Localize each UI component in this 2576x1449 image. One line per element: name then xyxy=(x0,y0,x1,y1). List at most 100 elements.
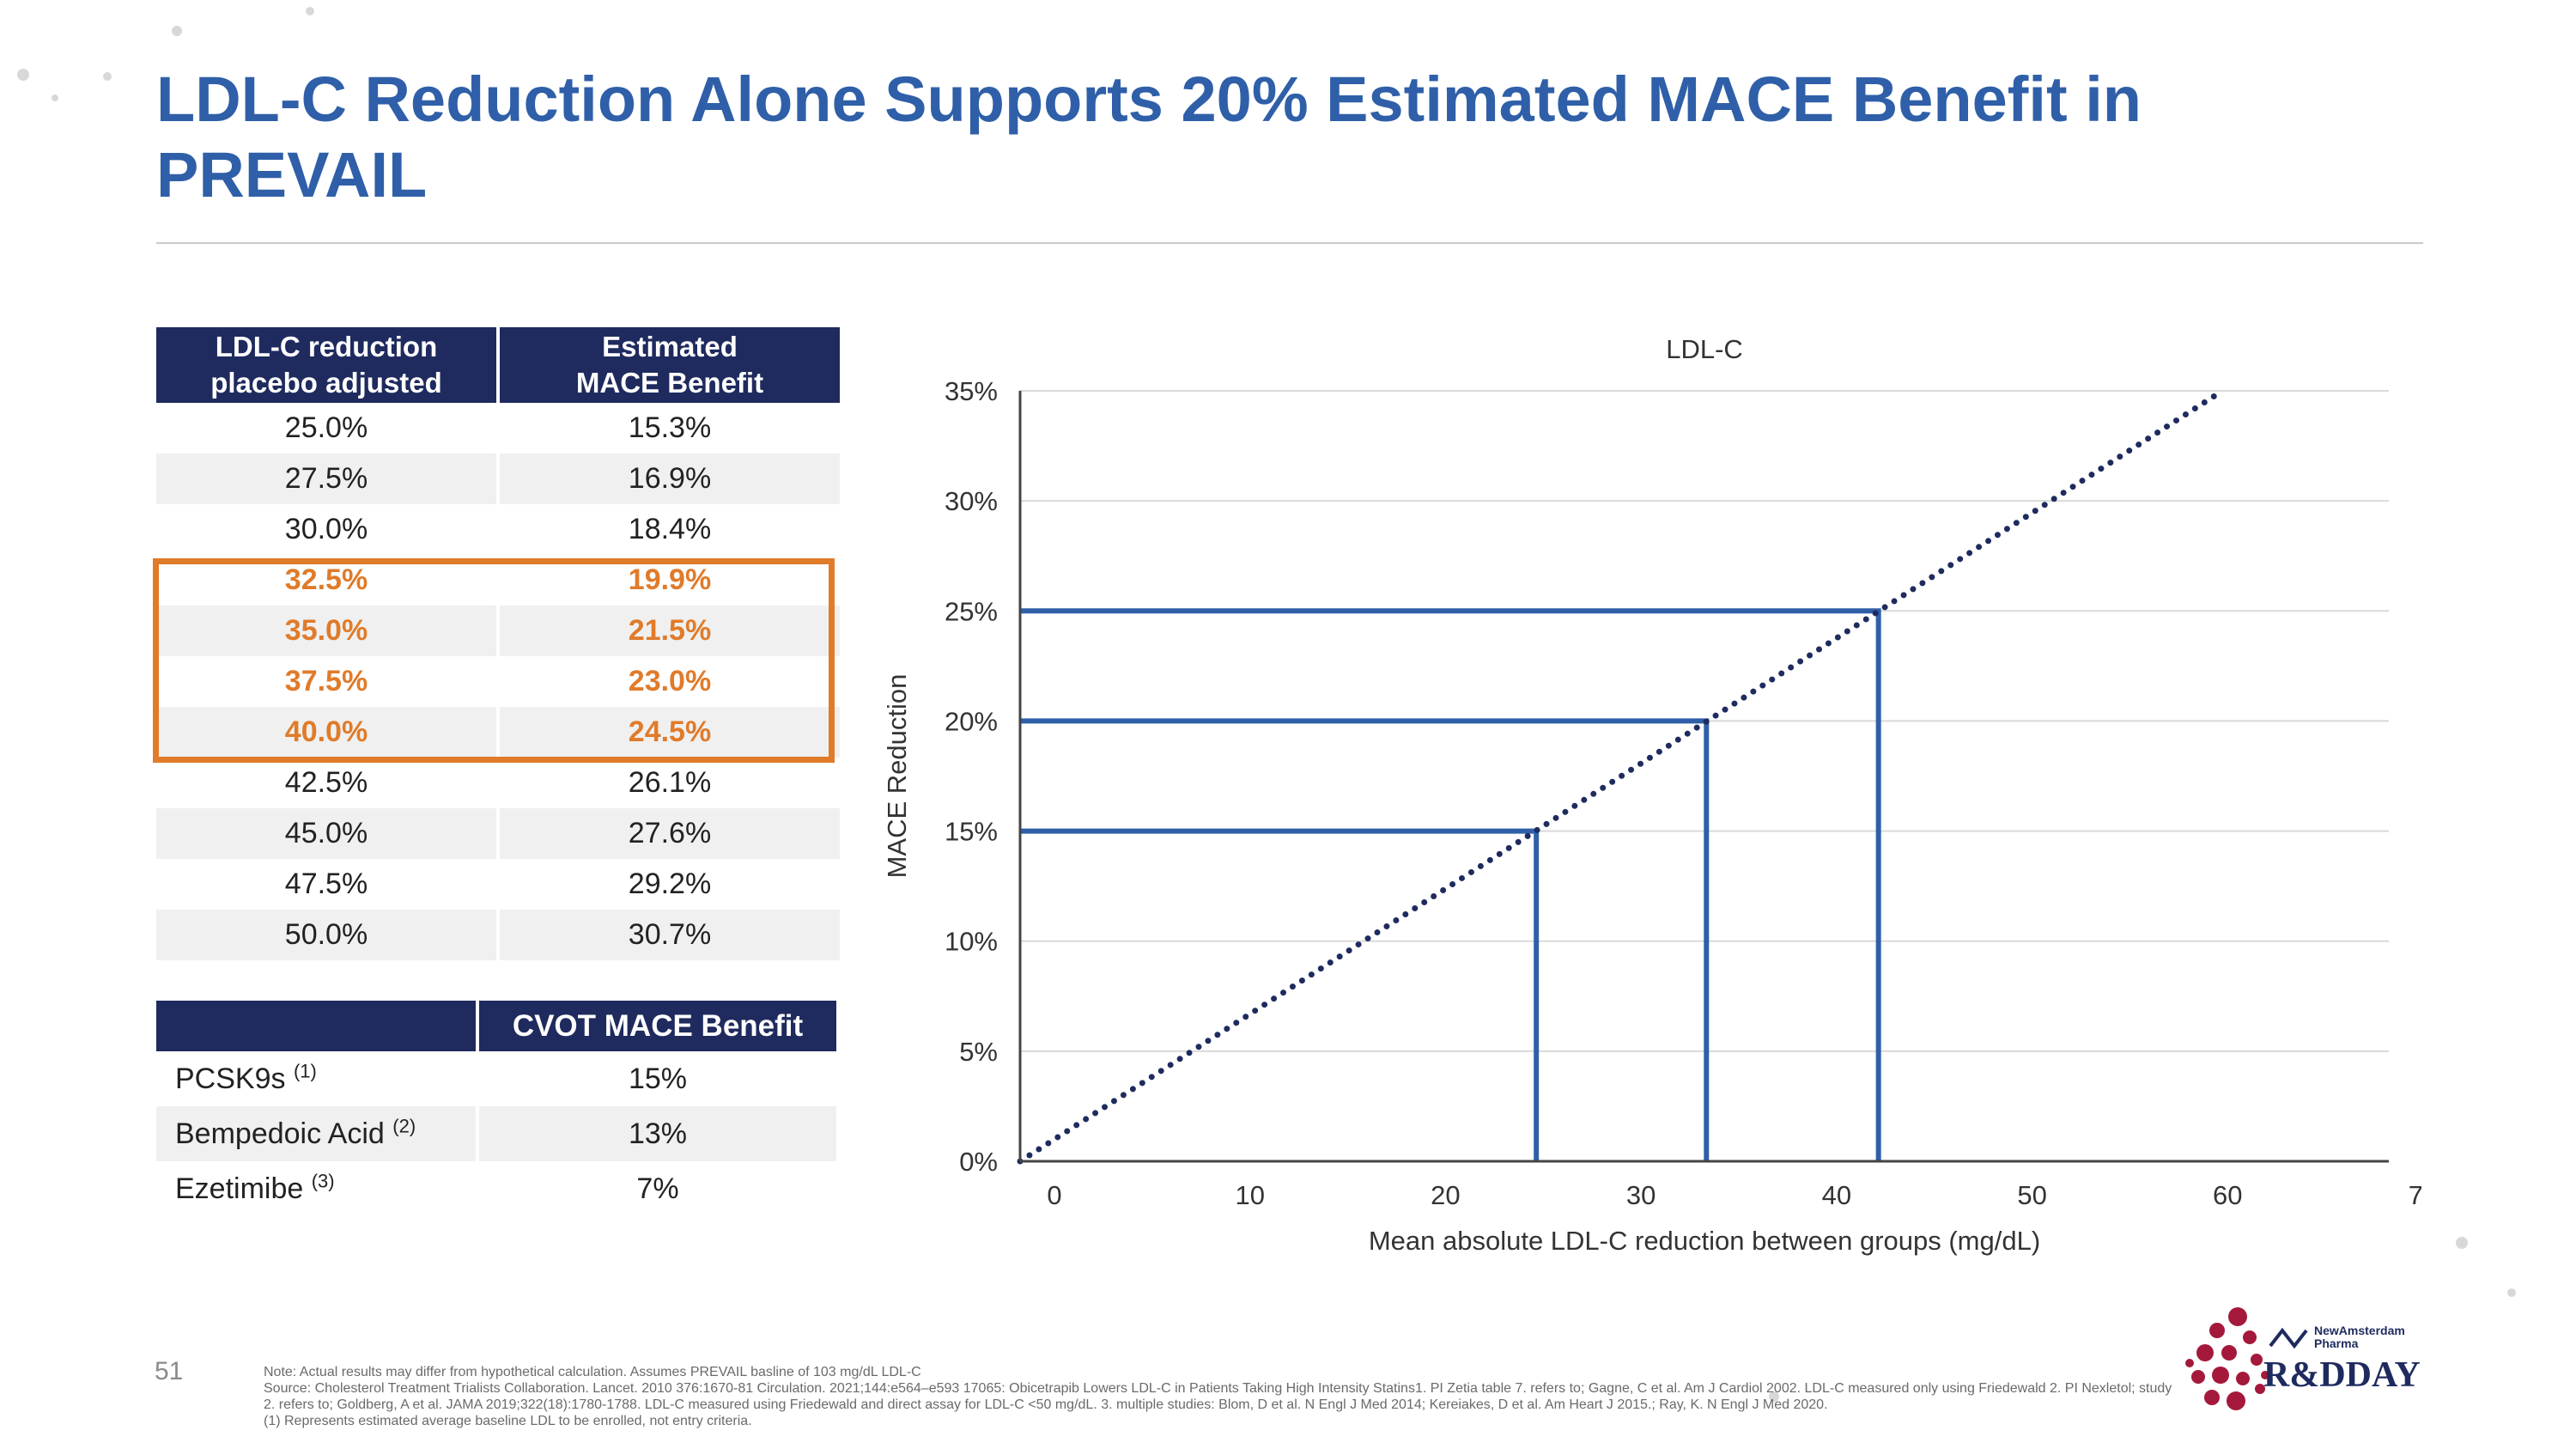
cvot-table: CVOT MACE Benefit PCSK9s (1) 15% Bempedo… xyxy=(153,1001,840,1216)
mace-cell: 24.5% xyxy=(500,707,840,758)
y-tick-label: 0% xyxy=(959,1147,998,1177)
footnotes: Note: Actual results may differ from hyp… xyxy=(264,1364,2187,1429)
footnote-1: (1) Represents estimated average baselin… xyxy=(264,1414,752,1428)
mace-cell: 15.3% xyxy=(628,411,712,444)
mace-cell: 27.6% xyxy=(500,808,840,859)
company-name-line: Pharma xyxy=(2314,1336,2359,1350)
table-row: 47.5% 29.2% xyxy=(156,859,840,910)
therapy-value: 7% xyxy=(636,1172,679,1205)
mace-cell: 18.4% xyxy=(628,513,712,545)
footnote-note: Note: Actual results may differ from hyp… xyxy=(264,1365,921,1379)
table-row-highlighted: 35.0% 21.5% xyxy=(156,606,840,656)
therapy-value: 13% xyxy=(479,1106,836,1161)
title-divider xyxy=(156,242,2423,244)
x-axis-title: Mean absolute LDL-C reduction between gr… xyxy=(1369,1226,2040,1256)
table-header-row: LDL-C reduction placebo adjusted Estimat… xyxy=(156,327,840,403)
table-row-highlighted: 32.5% 19.9% xyxy=(156,555,840,606)
table-header-row: CVOT MACE Benefit xyxy=(156,1001,836,1051)
y-axis-title: MACE Reduction xyxy=(882,674,912,879)
footnote-source: Source: Cholesterol Treatment Trialists … xyxy=(264,1381,2172,1412)
ldl-cell: 45.0% xyxy=(156,808,496,859)
y-tick-label: 25% xyxy=(945,596,998,626)
mace-cell: 19.9% xyxy=(628,563,712,596)
table-row: 50.0% 30.7% xyxy=(156,910,840,960)
y-tick-label: 35% xyxy=(945,376,998,406)
reference-line xyxy=(1020,608,1881,1161)
header-cvot-benefit: CVOT MACE Benefit xyxy=(479,1001,836,1051)
table-row-highlighted: 37.5% 23.0% xyxy=(156,656,840,707)
logo-mark-icon xyxy=(2269,1327,2308,1349)
ldl-cell: 30.0% xyxy=(284,513,368,545)
x-tick-label: 10 xyxy=(1235,1180,1264,1210)
mace-cell: 26.1% xyxy=(628,766,712,799)
highlight-box xyxy=(153,558,835,763)
therapy-name: Bempedoic Acid (2) xyxy=(156,1106,476,1161)
decor-dot xyxy=(2456,1237,2468,1249)
decor-dot xyxy=(306,7,314,15)
table-row: 45.0% 27.6% xyxy=(156,808,840,859)
ldl-cell: 40.0% xyxy=(156,707,496,758)
chart-title: LDL-C xyxy=(1666,334,1743,364)
mace-cell: 16.9% xyxy=(500,454,840,504)
table-row: 25.0% 15.3% xyxy=(156,403,840,454)
ldl-cell: 25.0% xyxy=(284,411,368,444)
header-line: placebo adjusted xyxy=(210,367,442,399)
mace-cell: 30.7% xyxy=(500,910,840,960)
header-line: Estimated xyxy=(602,331,738,362)
table-row: 30.0% 18.4% xyxy=(156,504,840,555)
ldl-cell: 35.0% xyxy=(156,606,496,656)
y-tick-label: 10% xyxy=(945,927,998,957)
x-tick-label: 0 xyxy=(1047,1180,1061,1210)
table-row: Bempedoic Acid (2) 13% xyxy=(156,1106,836,1161)
x-tick-label: 40 xyxy=(1822,1180,1851,1210)
header-mace-benefit: Estimated MACE Benefit xyxy=(500,327,840,403)
decor-dot xyxy=(2507,1288,2516,1297)
therapy-label: Bempedoic Acid xyxy=(175,1117,385,1150)
company-name: NewAmsterdam Pharma xyxy=(2314,1324,2405,1350)
table-row: 27.5% 16.9% xyxy=(156,454,840,504)
chart-marks xyxy=(1017,387,2226,1165)
header-empty xyxy=(156,1001,476,1051)
table-row: PCSK9s (1) 15% xyxy=(156,1051,836,1106)
footnote-ref: (3) xyxy=(311,1170,335,1192)
table-row: 42.5% 26.1% xyxy=(156,758,840,808)
logo-dots-icon xyxy=(2185,1307,2269,1410)
decor-dot xyxy=(52,94,58,101)
ldl-cell: 37.5% xyxy=(284,665,368,697)
therapy-name: PCSK9s (1) xyxy=(156,1051,476,1106)
y-tick-label: 20% xyxy=(945,706,998,736)
page-title: LDL-C Reduction Alone Supports 20% Estim… xyxy=(156,64,2142,210)
x-tick-label: 50 xyxy=(2017,1180,2046,1210)
company-logo xyxy=(2185,1307,2308,1410)
page-number: 51 xyxy=(155,1357,184,1385)
ldl-cell: 42.5% xyxy=(284,766,368,799)
decor-dot xyxy=(103,72,112,81)
ldl-mace-chart: 0% 5% 10% 15% 20% 25% 30% 35% 0 10 20 30 40 50 60 70 L… xyxy=(882,334,2421,1256)
series-line xyxy=(1017,387,2226,1165)
ldl-cell: 32.5% xyxy=(284,563,368,596)
footnote-ref: (1) xyxy=(293,1060,317,1082)
decor-dot xyxy=(172,26,182,36)
header-ldl-reduction: LDL-C reduction placebo adjusted xyxy=(156,327,496,403)
header-line: LDL-C reduction xyxy=(215,331,438,362)
therapy-label: PCSK9s xyxy=(175,1062,286,1095)
x-tick-label: 70 xyxy=(2409,1180,2421,1210)
ldl-cell: 50.0% xyxy=(156,910,496,960)
ldl-mace-table: LDL-C reduction placebo adjusted Estimat… xyxy=(153,327,843,960)
x-tick-labels: 0 10 20 30 40 50 60 70 xyxy=(1047,1180,2421,1210)
x-tick-label: 30 xyxy=(1626,1180,1656,1210)
ldl-cell: 47.5% xyxy=(284,868,368,900)
therapy-label: Ezetimibe xyxy=(175,1172,304,1205)
mace-cell: 23.0% xyxy=(628,665,712,697)
therapy-value: 15% xyxy=(628,1062,688,1095)
ldl-cell: 27.5% xyxy=(156,454,496,504)
company-name-line: NewAmsterdam xyxy=(2314,1324,2405,1337)
x-tick-label: 20 xyxy=(1431,1180,1460,1210)
y-tick-labels: 0% 5% 10% 15% 20% 25% 30% 35% xyxy=(945,376,998,1177)
therapy-name: Ezetimibe (3) xyxy=(156,1161,476,1216)
decor-dot xyxy=(1769,1391,1779,1402)
y-tick-label: 30% xyxy=(945,486,998,516)
mace-cell: 29.2% xyxy=(628,868,712,900)
decor-dot xyxy=(17,69,29,81)
header-line: MACE Benefit xyxy=(575,367,764,399)
